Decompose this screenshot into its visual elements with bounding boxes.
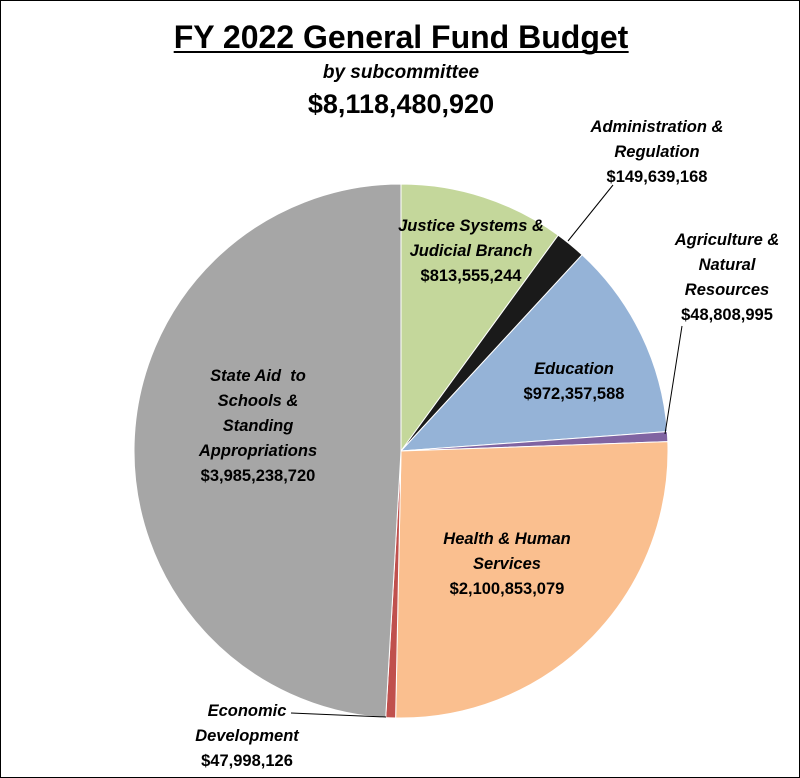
slice-value: $2,100,853,079 [450,580,565,598]
slice-label-agriculture-and-natural-resources: Agriculture & Natural Resources $48,808,995 [674,231,780,324]
chart-total: $8,118,480,920 [308,89,494,119]
chart-title: FY 2022 General Fund Budget [174,19,629,55]
slice-name-line: Administration & [590,118,724,136]
slice-name-line: Justice Systems & [398,217,544,235]
pie-slice-state-aid-to-schools-and-standing-appropriations [133,183,402,719]
slice-value: $48,808,995 [681,306,773,324]
slice-label-administration-and-regulation: Administration & Regulation $149,639,168 [590,118,724,186]
slice-name-line: Standing [223,417,294,435]
slice-label-justice-systems-and-judicial-branch: Justice Systems & Judicial Branch $813,555… [398,217,544,285]
slice-value: $47,998,126 [201,752,293,770]
slice-name-line: Resources [685,281,769,299]
slice-name-line: Economic [208,702,287,720]
slice-label-education: Education $972,357,588 [524,360,625,403]
slice-label-economic-development: Economic Development $47,998,126 [195,702,300,770]
slice-value: $149,639,168 [607,168,708,186]
slice-value: $813,555,244 [421,267,523,285]
slice-value: $972,357,588 [524,385,625,403]
slice-name-line: Schools & [218,392,299,410]
slice-value: $3,985,238,720 [201,467,316,485]
slice-name-line: State Aid to [210,367,306,385]
slice-label-state-aid-to-schools-and-standing-appropriations: State Aid to Schools & Standing Appropriati… [198,367,317,485]
slice-name-line: Health & Human [443,530,570,548]
pie-slice-education [399,254,668,452]
slice-name-line: Education [534,360,614,378]
slice-name-line: Natural [699,256,756,274]
pie-slice-justice-systems-and-judicial-branch [400,183,559,453]
slice-name-line: Services [473,555,541,573]
leader-line-agriculture-and-natural-resources [664,325,683,435]
slice-name-line: Development [195,727,300,745]
leader-line-administration-and-regulation [567,184,614,242]
slice-name-line: Regulation [614,143,699,161]
chart-subtitle: by subcommittee [323,62,480,83]
slice-name-line: Judicial Branch [410,242,533,260]
slice-name-line: Agriculture & [674,231,780,249]
slice-name-line: Appropriations [198,442,317,460]
pie-slice-health-and-human-services [395,441,669,719]
slice-label-health-and-human-services: Health & Human Services $2,100,853,079 [443,530,570,598]
leader-line-economic-development [290,712,387,718]
